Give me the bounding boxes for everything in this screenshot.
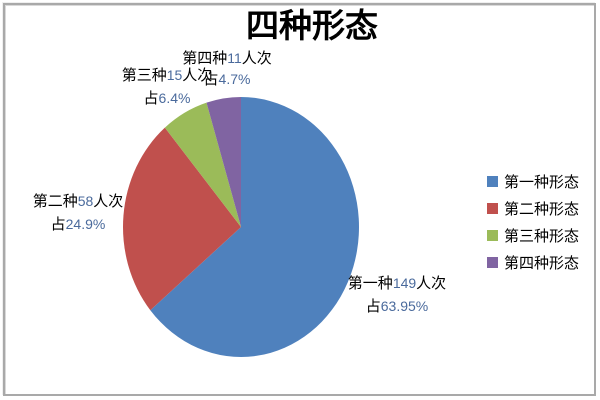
- data-label-line2: 占6.4%: [143, 90, 191, 107]
- legend-label: 第一种形态: [504, 174, 580, 191]
- legend-swatch-purple: [487, 257, 498, 268]
- data-label-line1: 第四种11人次: [182, 50, 272, 67]
- data-label-line2: 占4.7%: [203, 71, 251, 88]
- data-label-slice-2: 第二种58人次 占24.9%: [33, 190, 124, 236]
- legend-swatch-red: [487, 203, 498, 214]
- legend-swatch-blue: [487, 176, 498, 187]
- legend-label: 第二种形态: [504, 201, 580, 218]
- legend-item-3: 第三种形态: [487, 222, 579, 249]
- chart-title: 四种形态: [246, 9, 378, 45]
- legend-item-4: 第四种形态: [487, 249, 579, 276]
- data-label-line1: 第三种15人次: [121, 67, 213, 84]
- legend-swatch-green: [487, 230, 498, 241]
- legend-label: 第四种形态: [504, 255, 580, 272]
- data-label-slice-3: 第三种15人次 占6.4%: [122, 64, 213, 110]
- data-label-line2: 占63.95%: [365, 298, 429, 315]
- pie-slice-2: [122, 127, 241, 311]
- legend-item-1: 第一种形态: [487, 168, 579, 195]
- pie-slice-4: [206, 97, 241, 227]
- legend-label: 第三种形态: [504, 228, 580, 245]
- legend: 第一种形态 第二种形态 第三种形态 第四种形态: [487, 168, 579, 276]
- data-label-line1: 第一种149人次: [347, 275, 447, 292]
- data-label-line2: 占24.9%: [50, 216, 106, 233]
- pie-slice-3: [164, 102, 241, 227]
- data-label-slice-4: 第四种11人次 占4.7%: [182, 48, 272, 90]
- data-label-slice-1: 第一种149人次 占63.95%: [348, 272, 446, 318]
- legend-item-2: 第二种形态: [487, 195, 579, 222]
- pie-slice-1: [150, 97, 359, 357]
- data-label-line1: 第二种58人次: [32, 193, 124, 210]
